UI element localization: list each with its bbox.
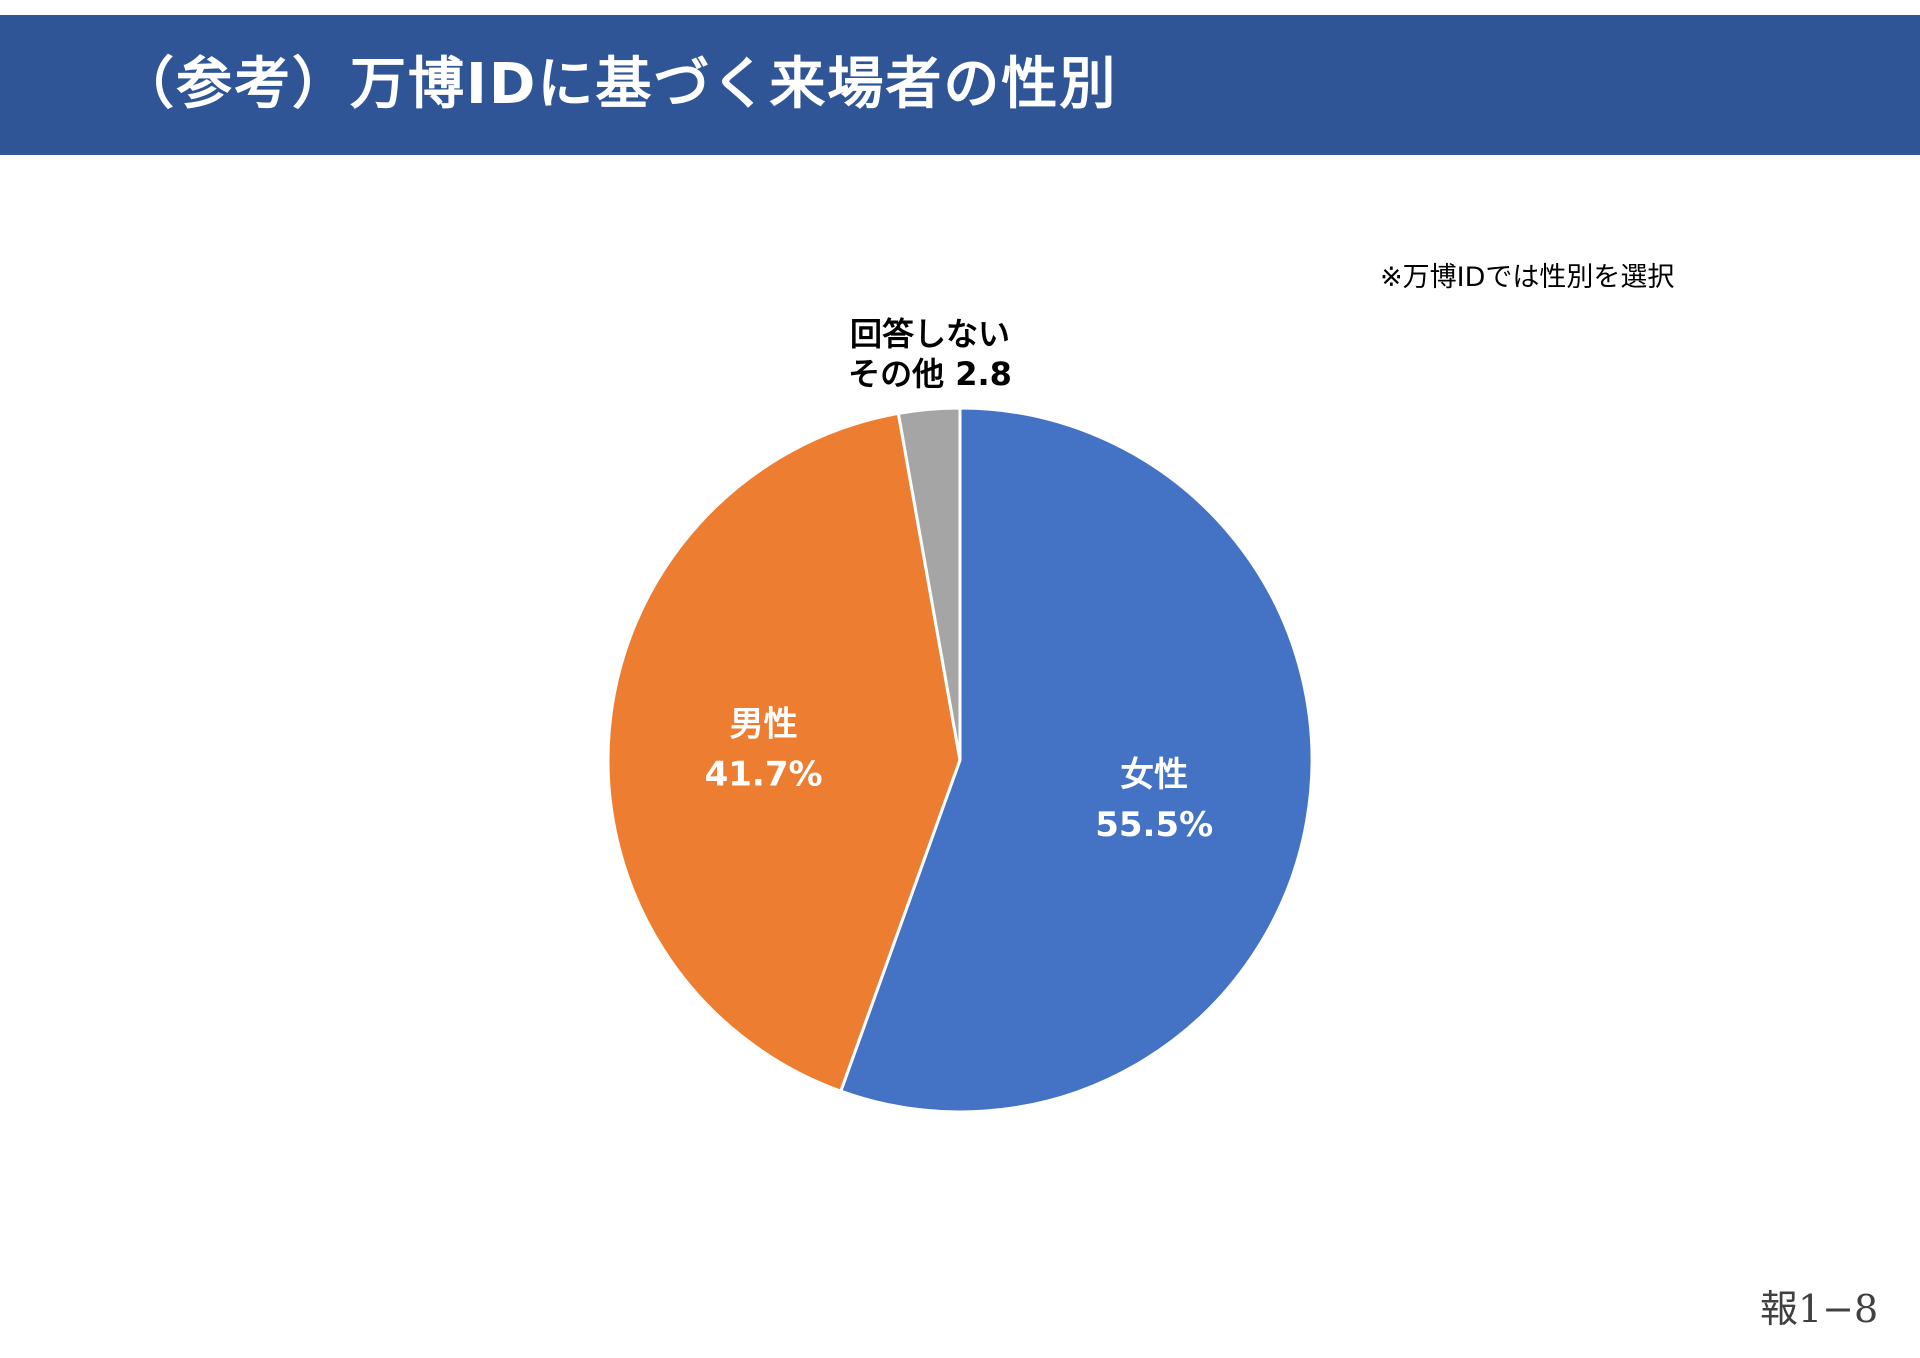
- slice-label-name-2: 回答しない: [850, 315, 1010, 353]
- page-title: （参考）万博IDに基づく来場者の性別: [118, 52, 1118, 117]
- chart-note: ※万博IDでは性別を選択: [1380, 262, 1675, 293]
- pie-slice-1: [606, 411, 962, 1094]
- header-band: [0, 15, 1920, 155]
- pie-slice-2: [896, 406, 962, 761]
- slice-value-label-0: 55.5%: [1095, 805, 1213, 845]
- slice-label-name-1: 男性: [730, 704, 798, 744]
- slice-value-label-1: 41.7%: [705, 754, 823, 794]
- pie-slice-0: [838, 406, 1314, 1114]
- page-number: 報1−8: [1760, 1287, 1879, 1331]
- slice-value-label-2: その他 2.8: [848, 355, 1012, 393]
- slice-label-name-0: 女性: [1120, 755, 1188, 795]
- pie-slices: [606, 406, 1314, 1114]
